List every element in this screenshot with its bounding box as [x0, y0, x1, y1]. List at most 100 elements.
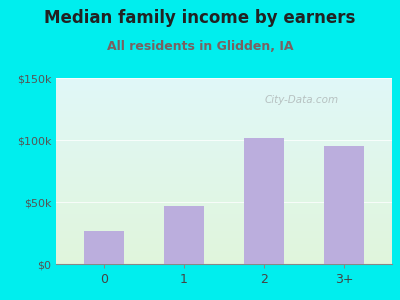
Bar [56, 212, 392, 214]
Bar [56, 262, 392, 264]
Bar [56, 165, 392, 167]
Bar [56, 124, 392, 126]
Bar [56, 177, 392, 178]
Bar [56, 106, 392, 108]
Bar [56, 202, 392, 205]
Bar [56, 178, 392, 180]
Bar [56, 201, 392, 203]
Bar [56, 113, 392, 115]
Bar [56, 260, 392, 262]
Bar [56, 247, 392, 249]
Bar [56, 128, 392, 130]
Bar [56, 147, 392, 149]
Bar [56, 158, 392, 160]
Bar [56, 136, 392, 137]
Bar [56, 199, 392, 201]
Bar [56, 87, 392, 89]
Bar [56, 151, 392, 152]
Bar [56, 137, 392, 140]
Bar [56, 121, 392, 123]
Bar [56, 141, 392, 143]
Bar [56, 255, 392, 256]
Bar [56, 169, 392, 171]
Bar [56, 218, 392, 219]
Bar [56, 216, 392, 218]
Bar [56, 206, 392, 208]
Bar [324, 146, 364, 264]
Bar [56, 229, 392, 230]
Bar [56, 232, 392, 234]
Bar [56, 205, 392, 206]
Bar [56, 89, 392, 91]
Bar [56, 251, 392, 253]
Bar [56, 227, 392, 229]
Bar [56, 230, 392, 232]
Bar [56, 154, 392, 156]
Bar [56, 182, 392, 184]
Bar [56, 108, 392, 109]
Bar [56, 208, 392, 210]
Bar [56, 145, 392, 147]
Bar [56, 240, 392, 242]
Bar [56, 82, 392, 84]
Bar [56, 256, 392, 258]
Bar [56, 134, 392, 136]
Bar [56, 191, 392, 193]
Bar [56, 123, 392, 124]
Bar [56, 100, 392, 102]
Bar [56, 234, 392, 236]
Bar [56, 156, 392, 158]
Bar [56, 102, 392, 104]
Bar [164, 206, 204, 264]
Bar [56, 119, 392, 121]
Bar [56, 175, 392, 177]
Bar [244, 137, 284, 264]
Bar [56, 186, 392, 188]
Bar [56, 258, 392, 260]
Bar [56, 245, 392, 247]
Bar [56, 214, 392, 216]
Bar [56, 110, 392, 112]
Bar [56, 221, 392, 223]
Bar [56, 253, 392, 255]
Bar [56, 78, 392, 80]
Bar [56, 126, 392, 128]
Bar [56, 112, 392, 113]
Bar [56, 188, 392, 190]
Bar [56, 91, 392, 93]
Bar [56, 132, 392, 134]
Bar [56, 85, 392, 87]
Bar [56, 84, 392, 85]
Bar [56, 223, 392, 225]
Bar [56, 244, 392, 245]
Bar [56, 93, 392, 95]
Bar [56, 210, 392, 212]
Bar [56, 171, 392, 173]
Bar [56, 117, 392, 119]
Bar [56, 236, 392, 238]
Bar [56, 219, 392, 221]
Bar [56, 197, 392, 199]
Bar [56, 180, 392, 182]
Bar [56, 115, 392, 117]
Bar [84, 230, 124, 264]
Text: Median family income by earners: Median family income by earners [44, 9, 356, 27]
Bar [56, 130, 392, 132]
Bar [56, 149, 392, 151]
Bar [56, 242, 392, 244]
Bar [56, 164, 392, 165]
Bar [56, 104, 392, 106]
Bar [56, 160, 392, 162]
Bar [56, 97, 392, 98]
Bar [56, 162, 392, 164]
Bar [56, 143, 392, 145]
Bar [56, 152, 392, 154]
Bar [56, 80, 392, 82]
Text: City-Data.com: City-Data.com [264, 95, 338, 105]
Bar [56, 184, 392, 186]
Bar [56, 140, 392, 141]
Bar [56, 225, 392, 227]
Bar [56, 238, 392, 240]
Bar [56, 195, 392, 197]
Bar [56, 193, 392, 195]
